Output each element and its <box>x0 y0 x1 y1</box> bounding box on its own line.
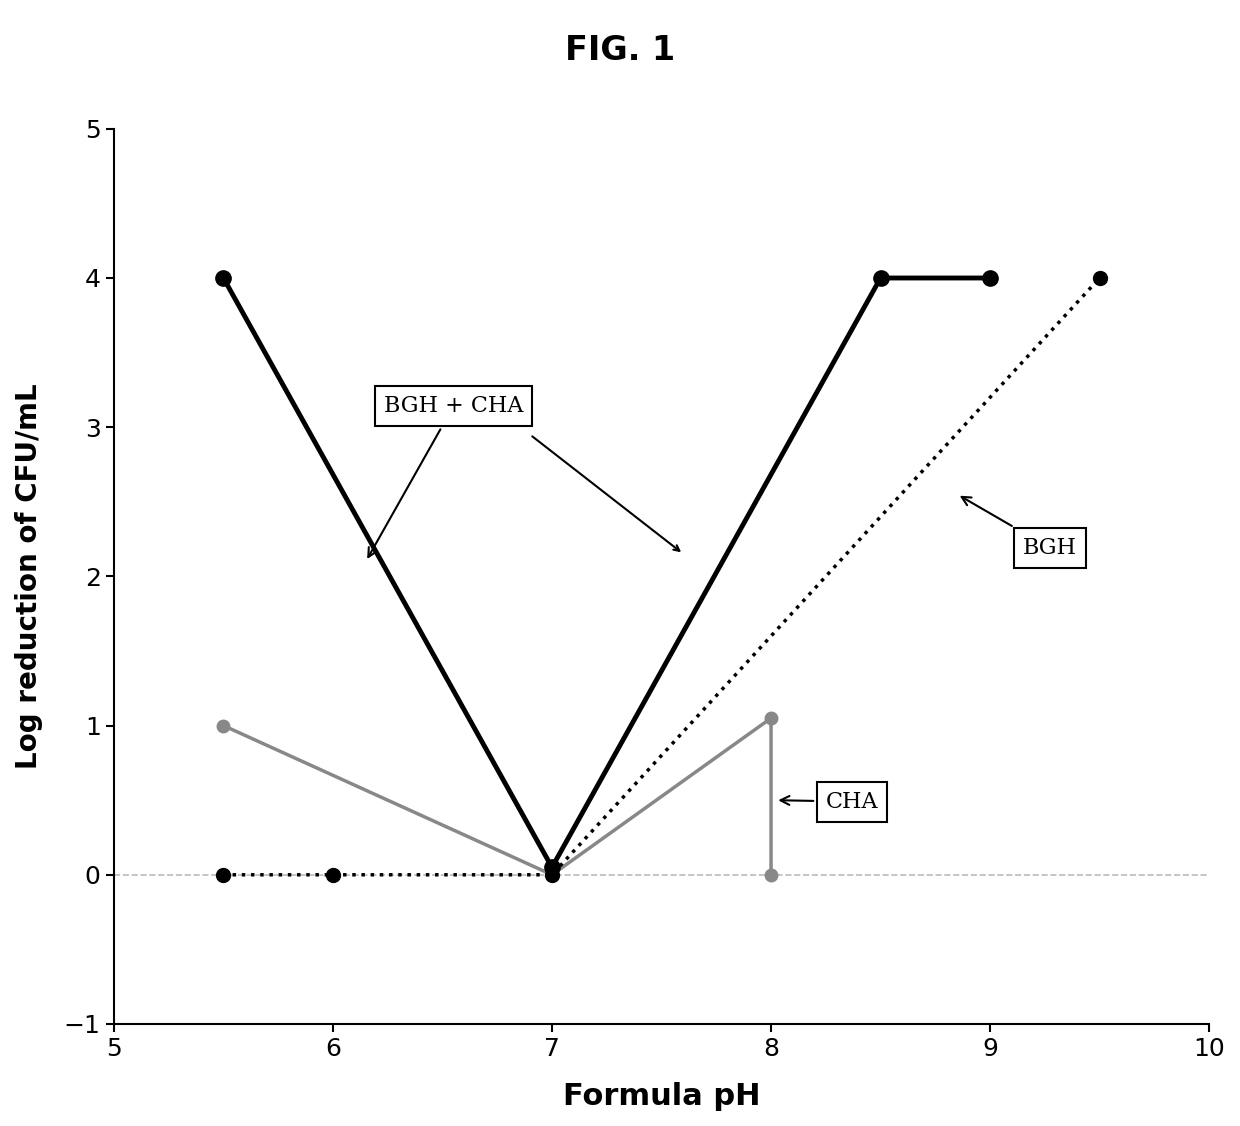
Text: CHA: CHA <box>780 790 878 813</box>
Text: BGH + CHA: BGH + CHA <box>368 395 523 557</box>
X-axis label: Formula pH: Formula pH <box>563 1082 760 1111</box>
Y-axis label: Log reduction of CFU/mL: Log reduction of CFU/mL <box>15 384 43 769</box>
Text: BGH: BGH <box>962 497 1076 558</box>
Text: FIG. 1: FIG. 1 <box>565 34 675 66</box>
